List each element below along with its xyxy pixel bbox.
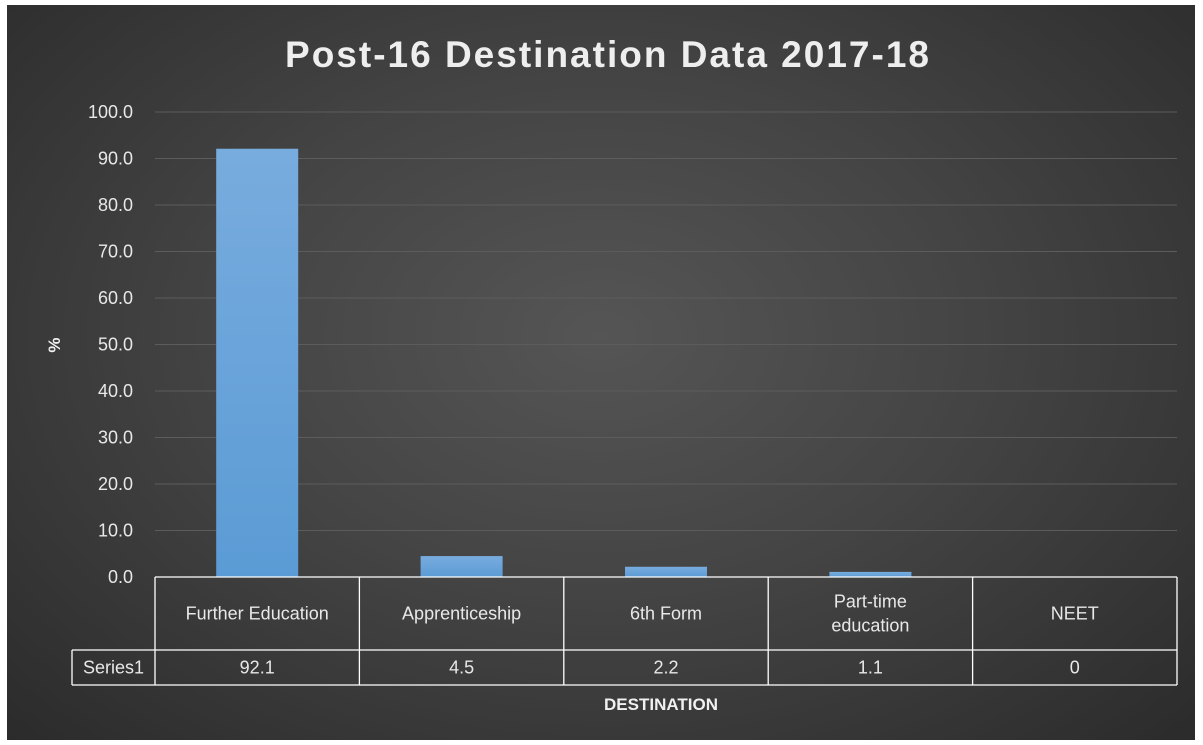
data-table-value: 1.1 [858, 658, 883, 678]
series-name-label: Series1 [83, 658, 144, 678]
category-label: Part-time [834, 592, 907, 612]
category-label: Further Education [186, 604, 329, 624]
y-tick-label: 0.0 [108, 567, 133, 587]
bar [420, 556, 503, 577]
chart-area [7, 5, 1195, 740]
y-tick-label: 80.0 [98, 195, 133, 215]
y-tick-label: 70.0 [98, 242, 133, 262]
bar [829, 571, 912, 577]
bar [625, 566, 707, 577]
y-tick-label: 20.0 [98, 474, 133, 494]
data-table-value: 92.1 [240, 658, 275, 678]
bars [216, 148, 912, 578]
category-label: 6th Form [630, 604, 702, 624]
y-tick-label: 60.0 [98, 288, 133, 308]
y-tick-label: 50.0 [98, 335, 133, 355]
y-tick-label: 90.0 [98, 149, 133, 169]
y-tick-label: 10.0 [98, 521, 133, 541]
x-axis-title: DESTINATION [604, 695, 718, 714]
data-table-value: 2.2 [653, 658, 678, 678]
category-label: education [831, 616, 909, 636]
y-tick-label: 40.0 [98, 381, 133, 401]
category-label: Apprenticeship [402, 604, 521, 624]
chart-title: Post-16 Destination Data 2017-18 [285, 34, 931, 75]
y-tick-label: 100.0 [88, 102, 133, 122]
gridlines [155, 111, 1177, 531]
category-label: NEET [1051, 604, 1099, 624]
bar [216, 148, 299, 578]
data-table-value: 4.5 [449, 658, 474, 678]
y-tick-label: 30.0 [98, 428, 133, 448]
data-table-value: 0 [1070, 658, 1080, 678]
y-axis-ticks: 0.0 10.0 20.0 30.0 40.0 50.0 60.0 70.0 80.0 90.0 1… [88, 102, 133, 587]
data-table: Further Education Apprenticeship 6th Form P… [71, 576, 1178, 686]
y-axis-title: % [45, 337, 64, 352]
